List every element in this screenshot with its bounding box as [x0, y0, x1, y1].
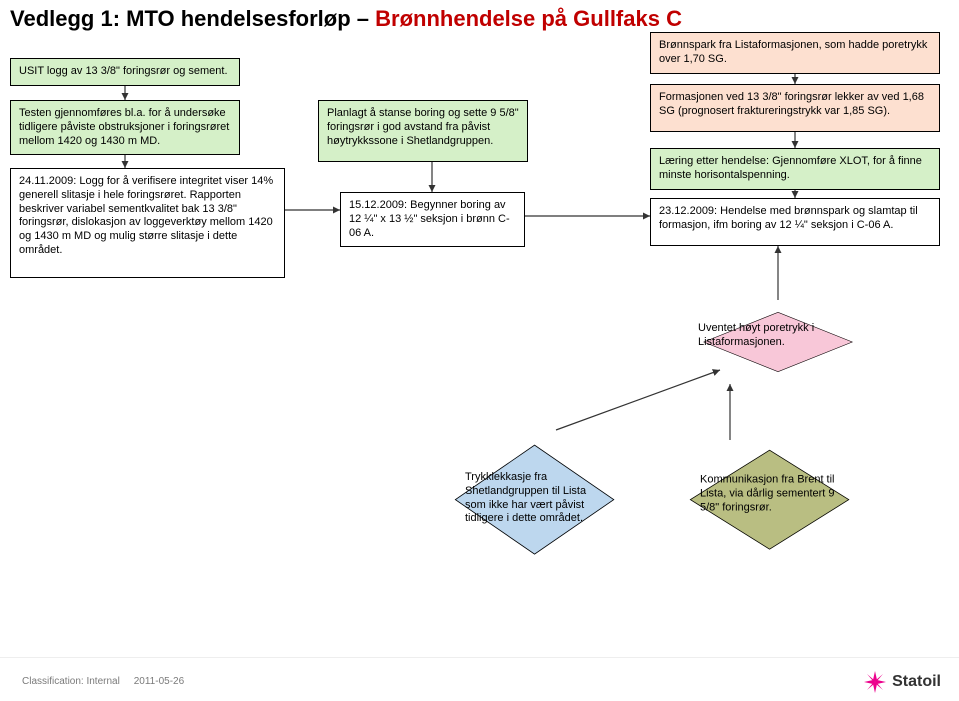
box-formasjonen: Formasjonen ved 13 3/8" foringsrør lekke…: [650, 84, 940, 132]
box-text: 15.12.2009: Begynner boring av 12 ¼" x 1…: [349, 199, 510, 239]
brand-name: Statoil: [892, 673, 941, 691]
box-text: 23.12.2009: Hendelse med brønnspark og s…: [659, 205, 918, 231]
box-23-12-2009: 23.12.2009: Hendelse med brønnspark og s…: [650, 198, 940, 246]
diamond-shape: [703, 312, 853, 372]
footer-text: Classification: Internal 2011-05-26: [22, 676, 184, 687]
footer-date: 2011-05-26: [134, 676, 184, 687]
diamond-shape: [455, 445, 615, 555]
box-text: Formasjonen ved 13 3/8" foringsrør lekke…: [659, 91, 924, 117]
diamond-kommunikasjon: Kommunikasjon fra Brent til Lista, via d…: [690, 469, 850, 532]
box-bronnspark: Brønnspark fra Listaformasjonen, som had…: [650, 32, 940, 74]
box-15-12-2009: 15.12.2009: Begynner boring av 12 ¼" x 1…: [340, 192, 525, 247]
box-usit-logg: USIT logg av 13 3/8" foringsrør og semen…: [10, 58, 240, 86]
star-icon: [862, 669, 888, 695]
title-prefix: Vedlegg 1: MTO hendelsesforløp –: [10, 6, 375, 31]
box-text: Læring etter hendelse: Gjennomføre XLOT,…: [659, 155, 922, 181]
diamond-uventet-poretrykk: Uventet høyt poretrykk i Listaformasjone…: [703, 330, 853, 354]
brand-logo: Statoil: [862, 669, 941, 695]
footer-bar: Classification: Internal 2011-05-26 Stat…: [0, 657, 959, 701]
box-text: Testen gjennomføres bl.a. for å undersøk…: [19, 107, 229, 147]
page-title: Vedlegg 1: MTO hendelsesforløp – Brønnhe…: [10, 6, 682, 32]
box-text: Brønnspark fra Listaformasjonen, som had…: [659, 39, 927, 65]
box-text: 24.11.2009: Logg for å verifisere integr…: [19, 175, 273, 256]
box-planlagt-stanse: Planlagt å stanse boring og sette 9 5/8"…: [318, 100, 528, 162]
box-text: USIT logg av 13 3/8" foringsrør og semen…: [19, 65, 228, 77]
diamond-trykklekkasje: Trykklekkasje fra Shetlandgruppen til Li…: [455, 462, 615, 538]
box-text: Planlagt å stanse boring og sette 9 5/8"…: [327, 107, 519, 147]
diamond-shape: [690, 450, 850, 550]
box-24-11-2009: 24.11.2009: Logg for å verifisere integr…: [10, 168, 285, 278]
title-highlight: Brønnhendelse på Gullfaks C: [375, 6, 682, 31]
box-testen: Testen gjennomføres bl.a. for å undersøk…: [10, 100, 240, 155]
footer-classification: Classification: Internal: [22, 676, 120, 687]
box-laering: Læring etter hendelse: Gjennomføre XLOT,…: [650, 148, 940, 190]
